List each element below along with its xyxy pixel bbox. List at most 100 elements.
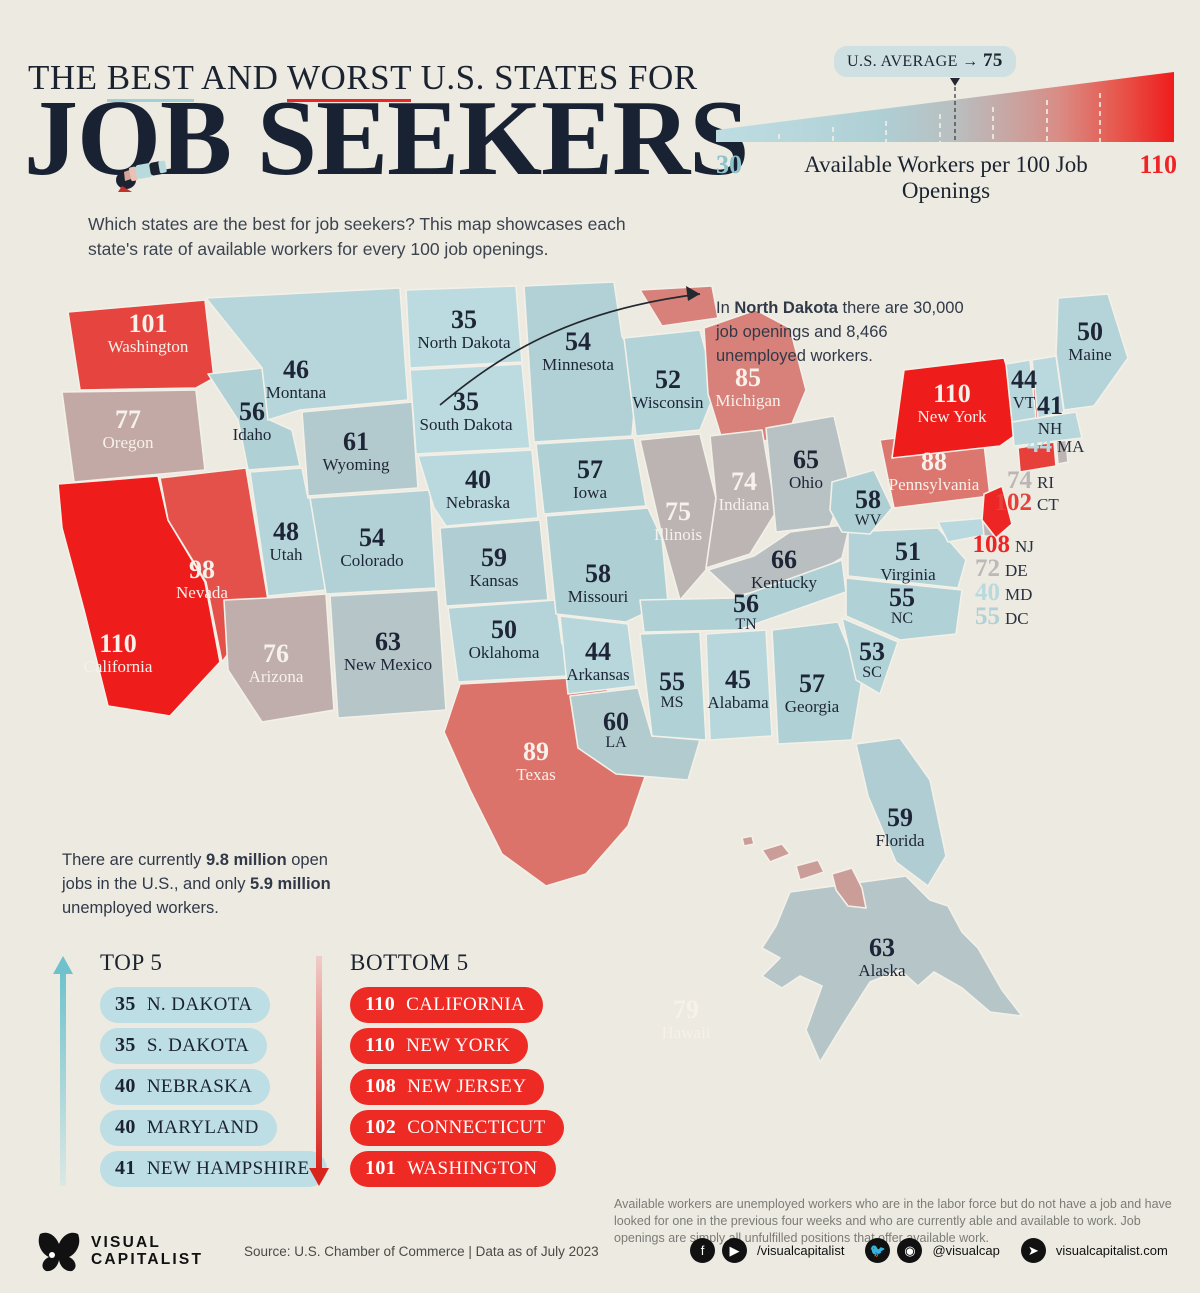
state-wy[interactable] bbox=[301, 401, 419, 497]
rank-pill: 41 NEW HAMPSHIRE bbox=[100, 1151, 328, 1187]
svg-text:Georgia: Georgia bbox=[785, 697, 840, 716]
rank-state: N. DAKOTA bbox=[146, 994, 253, 1015]
svg-text:108: 108 bbox=[973, 531, 1011, 558]
svg-text:Florida: Florida bbox=[875, 831, 925, 850]
svg-text:40: 40 bbox=[465, 465, 491, 494]
open-jobs-callout: There are currently 9.8 million open job… bbox=[62, 848, 362, 920]
state-nj[interactable] bbox=[981, 485, 1013, 539]
state-va[interactable] bbox=[847, 527, 967, 589]
state-hi[interactable] bbox=[741, 835, 867, 909]
facebook-handle[interactable]: /visualcapitalist bbox=[757, 1243, 845, 1258]
page-subtitle: Which states are the best for job seeker… bbox=[88, 214, 626, 259]
down-arrow-icon bbox=[309, 956, 329, 1186]
state-mi[interactable] bbox=[639, 285, 719, 327]
svg-text:MS: MS bbox=[660, 694, 683, 711]
social-links[interactable]: f ▶ /visualcapitalist 🐦 ◉ @visualcap ➤ v… bbox=[690, 1238, 1182, 1263]
us-choropleth-map[interactable]: 101 Washington 77 Oregon 110 California 98 Neva… bbox=[0, 270, 1200, 1170]
state-or[interactable] bbox=[61, 389, 206, 483]
state-wv[interactable] bbox=[829, 469, 893, 535]
svg-text:52: 52 bbox=[655, 365, 681, 394]
state-sc[interactable] bbox=[841, 617, 899, 695]
twitter-icon[interactable]: 🐦 bbox=[865, 1238, 891, 1263]
state-al[interactable] bbox=[705, 629, 773, 741]
kicker-mid: AND bbox=[193, 58, 287, 97]
state-mt[interactable] bbox=[205, 287, 409, 421]
rank-value: 102 bbox=[365, 1116, 397, 1138]
state-ne[interactable] bbox=[417, 449, 539, 527]
svg-text:44: 44 bbox=[1011, 365, 1037, 394]
rank-pill: 108 NEW JERSEY bbox=[350, 1069, 545, 1105]
state-ms[interactable] bbox=[639, 631, 707, 741]
state-ak[interactable] bbox=[761, 875, 1023, 1063]
svg-text:Nebraska: Nebraska bbox=[446, 493, 511, 512]
svg-text:Alaska: Alaska bbox=[858, 961, 906, 980]
jobs-callout-mid: open jobs in the U.S., and only bbox=[62, 851, 328, 893]
state-nc[interactable] bbox=[845, 577, 963, 641]
svg-text:Virginia: Virginia bbox=[880, 565, 936, 584]
state-sd[interactable] bbox=[409, 363, 531, 455]
state-me[interactable] bbox=[1055, 293, 1129, 411]
state-nm[interactable] bbox=[329, 589, 447, 719]
svg-text:63: 63 bbox=[869, 933, 895, 962]
kicker-best: BEST bbox=[106, 58, 194, 102]
state-ia[interactable] bbox=[535, 437, 647, 515]
svg-text:LA: LA bbox=[605, 734, 627, 751]
state-wi[interactable] bbox=[623, 329, 717, 437]
kicker-post: U.S. STATES FOR bbox=[411, 58, 698, 97]
jobs-callout-post: unemployed workers. bbox=[62, 899, 219, 917]
state-az[interactable] bbox=[223, 593, 335, 723]
state-il[interactable] bbox=[639, 433, 717, 601]
svg-text:Wyoming: Wyoming bbox=[323, 455, 390, 474]
instagram-icon[interactable]: ◉ bbox=[897, 1238, 923, 1263]
state-ga[interactable] bbox=[771, 621, 863, 745]
rank-value: 40 bbox=[115, 1075, 136, 1097]
state-nh[interactable] bbox=[1031, 355, 1065, 419]
logo-line2: CAPITALIST bbox=[91, 1251, 204, 1268]
cursor-icon[interactable]: ➤ bbox=[1020, 1238, 1046, 1263]
state-vt[interactable] bbox=[1005, 359, 1037, 423]
legend-max-value: 110 bbox=[1139, 150, 1177, 179]
svg-text:98: 98 bbox=[189, 555, 215, 584]
website-link[interactable]: visualcapitalist.com bbox=[1055, 1243, 1168, 1258]
rank-pill: 40 MARYLAND bbox=[100, 1110, 277, 1146]
state-in[interactable] bbox=[705, 429, 777, 569]
state-ct[interactable] bbox=[1017, 441, 1057, 473]
svg-text:110: 110 bbox=[933, 379, 971, 408]
svg-text:WV: WV bbox=[855, 512, 882, 529]
svg-text:Minnesota: Minnesota bbox=[542, 355, 614, 374]
state-wa[interactable] bbox=[67, 299, 215, 391]
svg-text:Arizona: Arizona bbox=[249, 667, 304, 686]
svg-text:56: 56 bbox=[733, 589, 759, 618]
svg-text:Illinois: Illinois bbox=[654, 525, 702, 544]
state-fl[interactable] bbox=[855, 737, 947, 887]
svg-text:Iowa: Iowa bbox=[573, 483, 607, 502]
svg-text:57: 57 bbox=[577, 455, 603, 484]
svg-text:Utah: Utah bbox=[269, 545, 303, 564]
state-nd[interactable] bbox=[405, 285, 523, 369]
visual-capitalist-logo[interactable]: VISUAL CAPITALIST bbox=[36, 1230, 203, 1272]
state-ma[interactable] bbox=[1011, 411, 1083, 447]
state-co[interactable] bbox=[309, 489, 437, 595]
play-youtube-icon[interactable]: ▶ bbox=[722, 1238, 747, 1263]
svg-text:53: 53 bbox=[859, 637, 885, 666]
state-mi[interactable] bbox=[703, 309, 807, 447]
state-ar[interactable] bbox=[559, 615, 637, 695]
svg-text:Washington: Washington bbox=[108, 337, 189, 356]
rank-pill: 35 N. DAKOTA bbox=[100, 987, 271, 1023]
twitter-handle[interactable]: @visualcap bbox=[932, 1243, 1000, 1258]
facebook-icon[interactable]: f bbox=[690, 1238, 715, 1263]
state-la[interactable] bbox=[569, 687, 701, 781]
svg-text:Kentucky: Kentucky bbox=[751, 573, 818, 592]
map-svg[interactable]: 101Washington77Oregon110California98Neva… bbox=[0, 270, 1200, 1170]
svg-text:Kansas: Kansas bbox=[469, 571, 518, 590]
page-kicker: THE BEST AND WORST U.S. STATES FOR bbox=[28, 58, 698, 102]
